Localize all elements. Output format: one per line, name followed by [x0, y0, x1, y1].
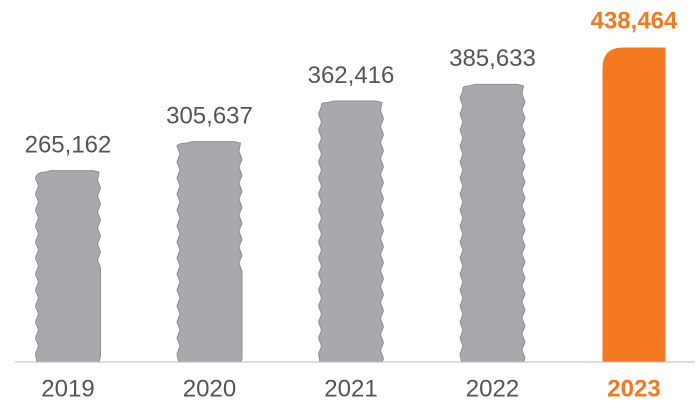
- bar: [317, 100, 385, 363]
- x-tick-label: 2021: [324, 375, 377, 402]
- value-label: 265,162: [25, 131, 112, 158]
- value-label: 305,637: [166, 102, 253, 129]
- bar: [459, 83, 526, 363]
- x-tick-label: 2023: [607, 375, 660, 402]
- value-label: 385,633: [449, 45, 536, 72]
- bar: [176, 141, 243, 363]
- value-label: 362,416: [308, 62, 395, 89]
- bar: [34, 170, 102, 363]
- x-tick-label: 2022: [466, 375, 519, 402]
- bar: [602, 47, 666, 363]
- x-tick-label: 2019: [41, 375, 94, 402]
- x-tick-label: 2020: [183, 375, 236, 402]
- value-label: 438,464: [591, 7, 678, 34]
